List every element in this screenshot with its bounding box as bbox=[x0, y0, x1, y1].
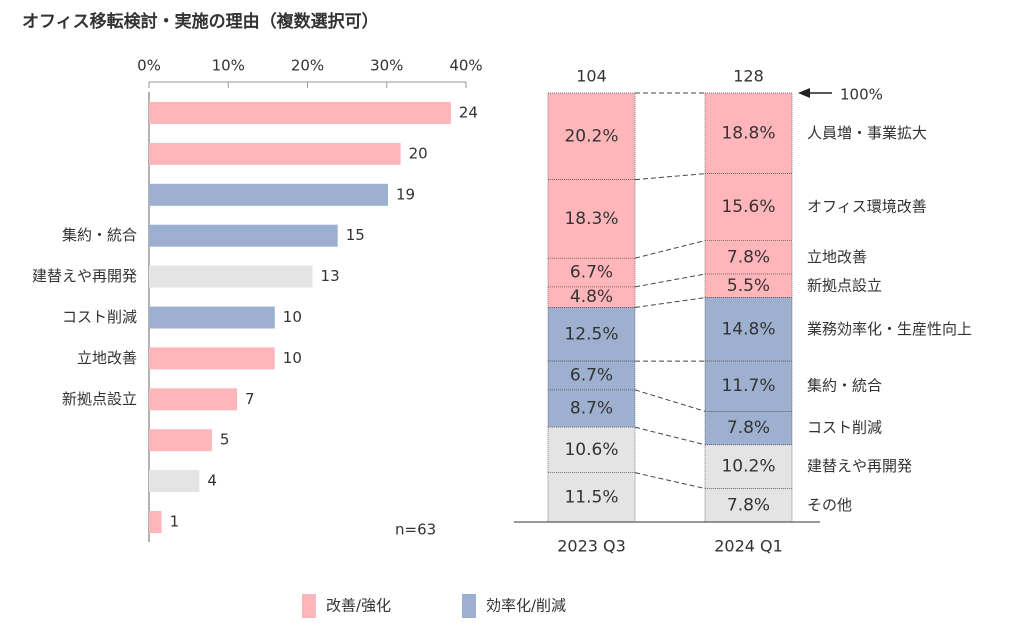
legend-swatch bbox=[302, 594, 316, 618]
bar bbox=[149, 102, 451, 124]
value-label: 5 bbox=[220, 431, 230, 449]
value-label: 15 bbox=[346, 226, 365, 244]
total-label: 128 bbox=[733, 67, 764, 86]
value-label: 6.7% bbox=[570, 365, 613, 385]
segment bbox=[547, 472, 636, 523]
y-tick-label: 立地改善 bbox=[77, 349, 137, 367]
total-label: 104 bbox=[576, 67, 607, 86]
y-tick-label: 新拠点設立 bbox=[62, 390, 137, 408]
segment bbox=[547, 426, 636, 474]
x-tick-label: 20% bbox=[291, 57, 324, 75]
legend-label: 改善/強化 bbox=[326, 597, 391, 615]
value-label: 8.7% bbox=[570, 399, 613, 419]
bar bbox=[149, 142, 401, 165]
value-label: 24 bbox=[459, 104, 478, 122]
value-label: 10.6% bbox=[564, 440, 618, 460]
value-label: 19 bbox=[396, 185, 415, 203]
value-label: 7.8% bbox=[727, 418, 770, 438]
x-tick-label: 10% bbox=[212, 57, 245, 75]
value-label: 15.6% bbox=[721, 197, 775, 217]
segment bbox=[704, 444, 793, 489]
segment bbox=[547, 92, 636, 181]
y-tick-label: 建替えや再開発 bbox=[32, 267, 137, 285]
segment bbox=[704, 173, 793, 241]
x-tick-label: 0% bbox=[137, 57, 161, 75]
value-label: 18.8% bbox=[721, 123, 775, 143]
bar bbox=[149, 347, 275, 370]
segment bbox=[547, 360, 636, 391]
value-label: 13 bbox=[321, 267, 340, 285]
bar bbox=[149, 265, 313, 288]
value-label: 7.8% bbox=[727, 495, 770, 515]
value-label: 7 bbox=[245, 390, 255, 408]
legend-label: 集約・統合 bbox=[807, 377, 882, 395]
arrow-head bbox=[798, 88, 810, 98]
value-label: 10 bbox=[283, 308, 302, 326]
connector bbox=[634, 273, 706, 288]
legend-swatch bbox=[462, 594, 476, 618]
segment bbox=[704, 240, 793, 275]
value-label: 12.5% bbox=[564, 324, 618, 344]
value-label: 14.8% bbox=[721, 319, 775, 339]
legend-label: オフィス環境改善 bbox=[807, 198, 927, 216]
bar bbox=[149, 470, 200, 493]
bar bbox=[149, 388, 238, 411]
connector bbox=[634, 297, 706, 308]
value-label: 5.5% bbox=[727, 276, 770, 296]
y-tick-label: 集約・統合 bbox=[62, 226, 137, 244]
legend-label: 立地改善 bbox=[807, 248, 867, 266]
segment bbox=[704, 360, 793, 412]
segment bbox=[547, 307, 636, 362]
value-label: 1 bbox=[170, 513, 180, 531]
value-label: 11.7% bbox=[721, 376, 775, 396]
value-label: 18.3% bbox=[564, 209, 618, 229]
value-label: 7.8% bbox=[727, 247, 770, 267]
segment bbox=[547, 389, 636, 428]
connector bbox=[634, 240, 706, 259]
bar bbox=[149, 183, 389, 206]
bar bbox=[149, 224, 338, 247]
value-label: 6.7% bbox=[570, 263, 613, 283]
x-tick-label: 2023 Q3 bbox=[557, 537, 626, 556]
connector bbox=[634, 173, 706, 181]
y-tick-label: コスト削減 bbox=[62, 308, 137, 326]
value-label: 4.8% bbox=[570, 287, 613, 307]
legend-label: 新拠点設立 bbox=[807, 276, 882, 294]
segment bbox=[704, 488, 793, 523]
x-tick-label: 40% bbox=[449, 57, 482, 75]
connector bbox=[634, 426, 706, 446]
value-label: 11.5% bbox=[564, 487, 618, 507]
value-label: 20 bbox=[409, 144, 428, 162]
segment bbox=[704, 410, 793, 446]
x-tick-label: 2024 Q1 bbox=[714, 537, 783, 556]
segment bbox=[704, 92, 793, 175]
x-tick-label: 30% bbox=[370, 57, 403, 75]
connector bbox=[634, 389, 706, 412]
value-label: 20.2% bbox=[564, 126, 618, 146]
value-label: 10.2% bbox=[721, 457, 775, 477]
bar bbox=[149, 306, 275, 329]
value-label: 10 bbox=[283, 349, 302, 367]
segment bbox=[547, 179, 636, 259]
legend-label: 人員増・事業拡大 bbox=[807, 124, 927, 142]
bar bbox=[149, 511, 162, 533]
value-label: 4 bbox=[207, 472, 217, 490]
annotation: n=63 bbox=[395, 521, 436, 539]
chart-title: オフィス移転検討・実施の理由（複数選択可） bbox=[22, 11, 379, 32]
annotation: 100% bbox=[840, 86, 883, 104]
connector bbox=[634, 472, 706, 490]
legend-label: 建替えや再開発 bbox=[807, 457, 912, 475]
segment bbox=[547, 286, 636, 308]
bar bbox=[149, 429, 212, 452]
legend-label: 効率化/削減 bbox=[486, 597, 566, 615]
legend-label: コスト削減 bbox=[807, 419, 882, 437]
legend-label: 業務効率化・生産性向上 bbox=[807, 320, 972, 338]
segment bbox=[547, 257, 636, 288]
segment bbox=[704, 297, 793, 362]
legend-label: その他 bbox=[807, 496, 852, 514]
